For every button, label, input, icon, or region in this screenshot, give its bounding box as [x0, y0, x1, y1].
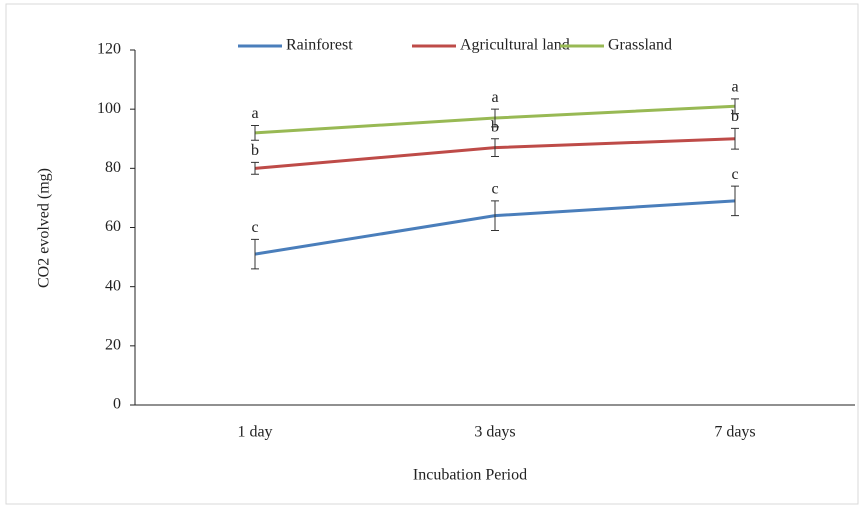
y-tick-label: 120 — [97, 41, 121, 58]
error-bar — [491, 200, 499, 231]
error-bar — [491, 138, 499, 157]
error-bar — [251, 161, 259, 175]
error-bar — [731, 127, 739, 150]
significance-label: a — [731, 78, 738, 95]
error-bar — [251, 238, 259, 270]
x-tick-label: 3 days — [474, 424, 515, 441]
y-tick-label: 20 — [105, 337, 121, 354]
chart-frame — [5, 3, 859, 505]
significance-label: c — [251, 219, 258, 236]
significance-label: b — [731, 108, 739, 125]
significance-label: b — [251, 142, 259, 159]
significance-label: c — [491, 181, 498, 198]
significance-label: c — [731, 166, 738, 183]
x-axis-title: Incubation Period — [413, 467, 527, 484]
x-tick-label: 1 day — [237, 424, 272, 441]
significance-label: a — [491, 89, 498, 106]
y-tick-label: 0 — [113, 396, 121, 413]
y-tick-label: 100 — [97, 100, 121, 117]
error-bar — [731, 185, 739, 217]
error-bar — [731, 98, 739, 115]
legend-label: Rainforest — [286, 37, 353, 54]
x-tick-label: 7 days — [714, 424, 755, 441]
significance-label: a — [251, 105, 258, 122]
error-bar — [251, 124, 259, 141]
y-tick-label: 40 — [105, 277, 121, 294]
error-bar — [491, 108, 499, 128]
y-axis-title: CO2 evolved (mg) — [36, 168, 53, 288]
y-tick-label: 80 — [105, 159, 121, 176]
legend-label: Agricultural land — [460, 37, 570, 54]
y-tick-label: 60 — [105, 218, 121, 235]
legend-label: Grassland — [608, 37, 672, 54]
